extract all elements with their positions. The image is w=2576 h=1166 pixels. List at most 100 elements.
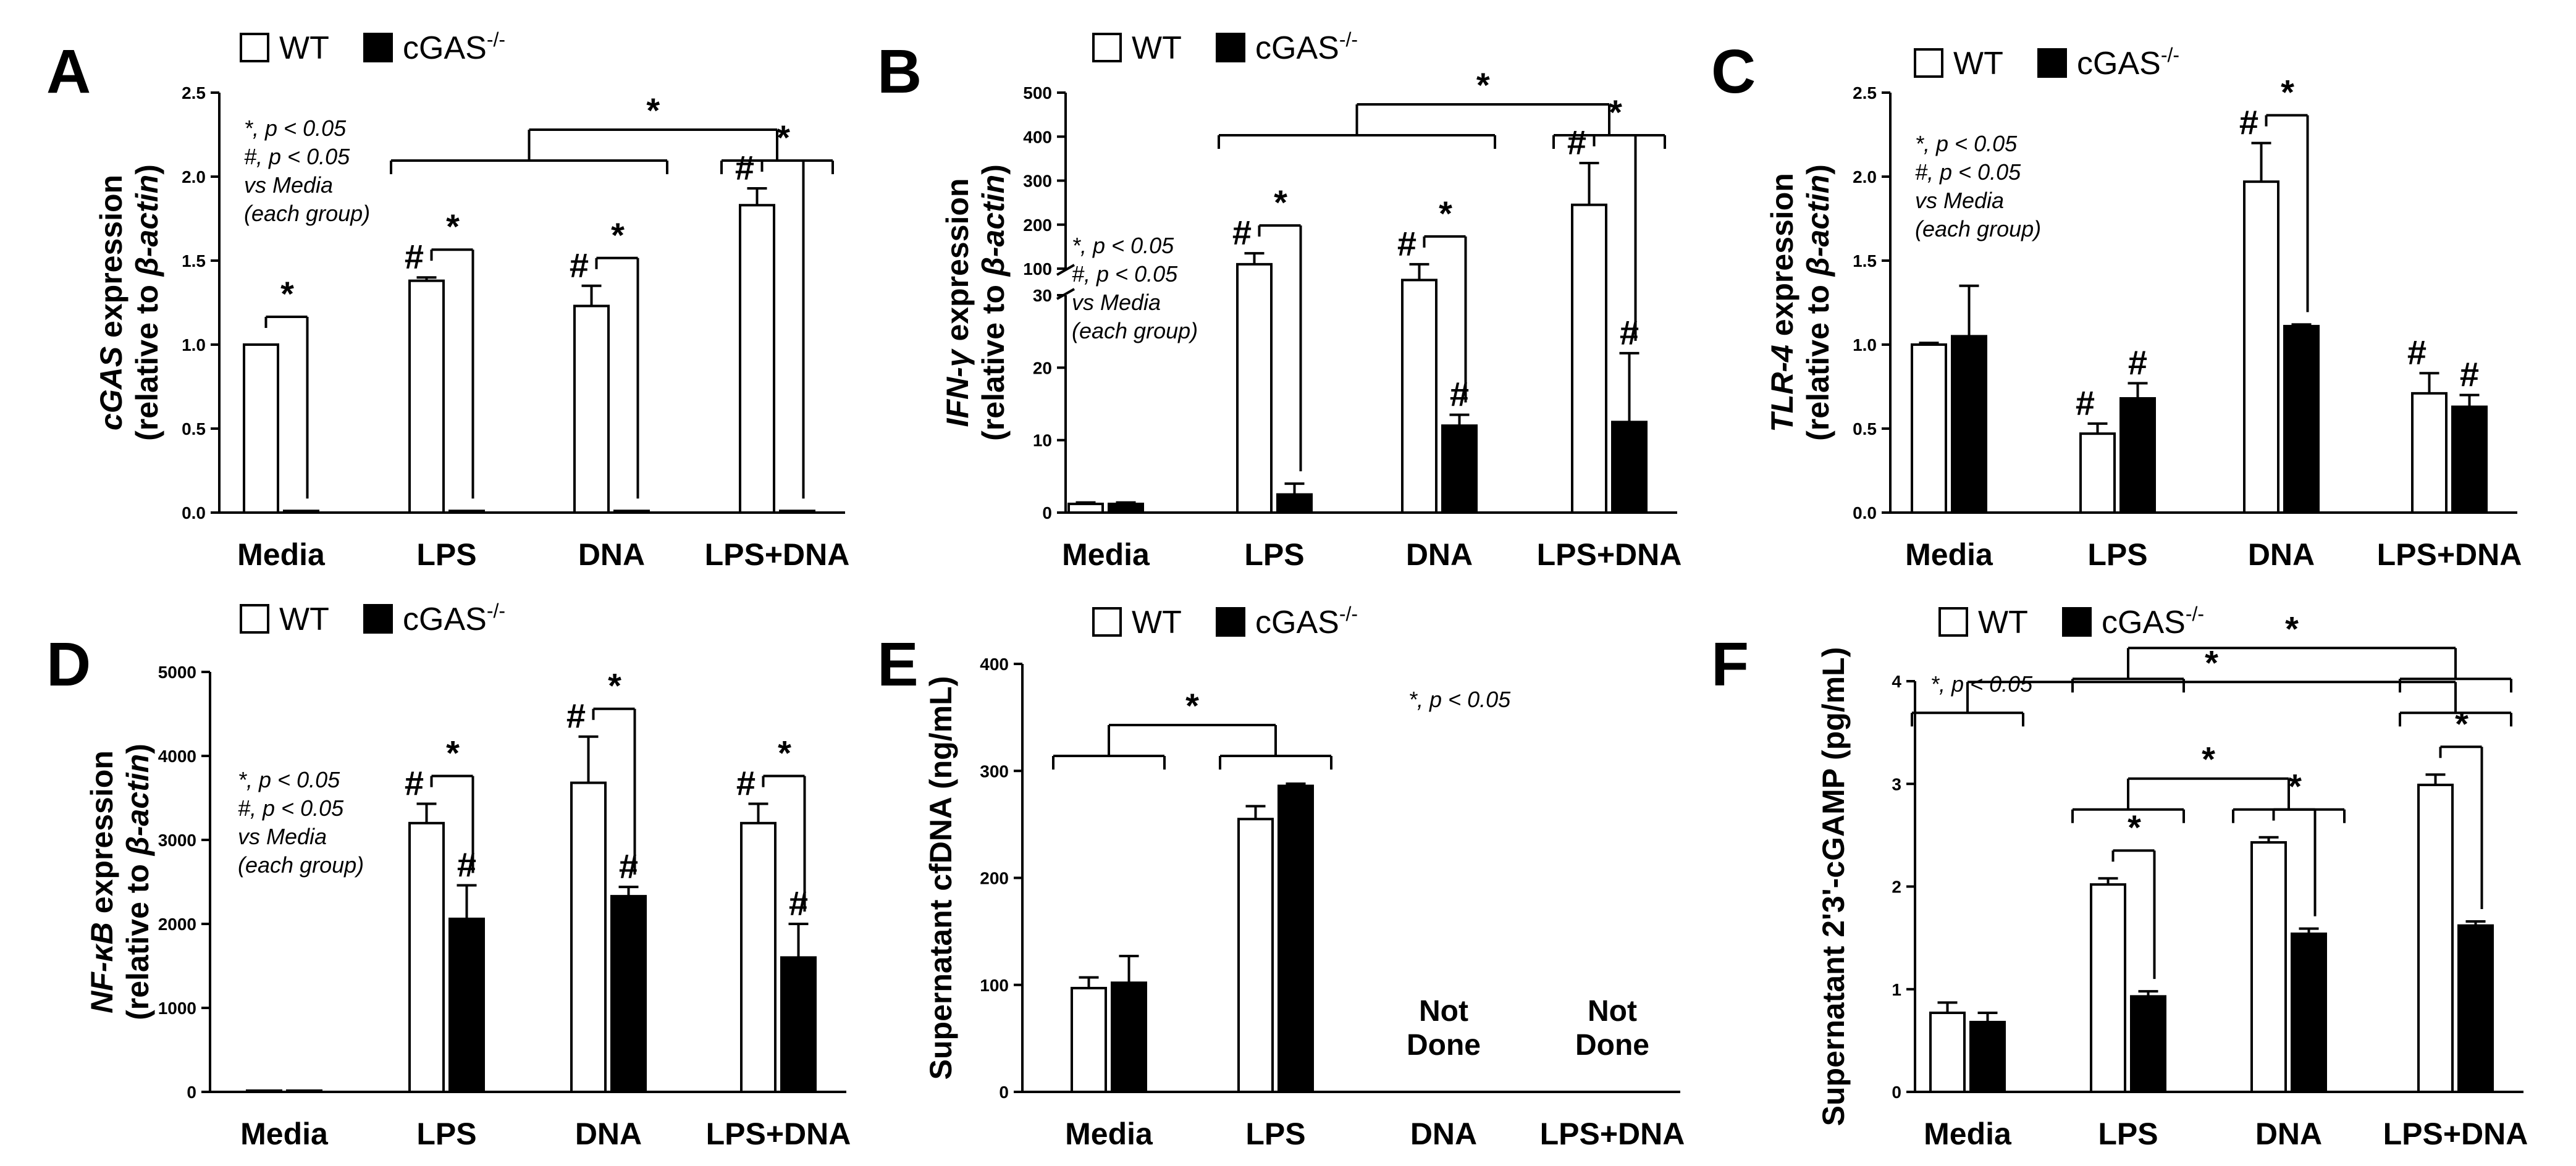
bar-cgas-ko	[283, 510, 319, 514]
significance-star: *	[280, 274, 294, 313]
y-axis-label: TLR-4 expression(relative to β-actin)	[1765, 164, 1835, 441]
significance-hash: #	[405, 764, 424, 803]
y-axis-label: cGAS expression(relative to β-actin)	[94, 164, 164, 441]
bar-wt	[1911, 343, 1947, 514]
y-axis-label: Supernatant 2'3'-cGAMP (pg/mL)	[1816, 647, 1851, 1126]
bar-wt	[408, 279, 445, 514]
bar-cgas-ko	[1276, 493, 1313, 514]
panel-label: F	[1711, 630, 1749, 699]
bar-wt	[2243, 180, 2279, 514]
y-axis-label-line2: Supernatant cfDNA (ng/mL)	[924, 676, 958, 1080]
bar-cgas-ko	[2119, 397, 2156, 514]
significance-hash: #	[1397, 224, 1416, 263]
panel-label: B	[877, 37, 922, 106]
category-label: Media	[1924, 1117, 2012, 1151]
category-label: DNA	[1406, 537, 1473, 572]
category-label: LPS+DNA	[2377, 537, 2522, 572]
significance-hash: #	[736, 764, 756, 803]
significance-star: *	[1476, 65, 1490, 104]
significance-star: *	[778, 734, 791, 773]
bar-cgas-ko	[1969, 1020, 2006, 1093]
y-tick-label: 2.5	[1853, 83, 1877, 103]
significance-star: *	[2205, 643, 2218, 682]
bar-wt	[2411, 392, 2448, 514]
legend: WT cGAS-/-	[1092, 28, 1358, 66]
significance-star: *	[2128, 808, 2141, 847]
panel-f: 0 1 2 3 4 Media LPS DNA LPS+DNA Supernatant 2'3'-…	[1711, 603, 2528, 1151]
significance-star: *	[2455, 704, 2469, 743]
bar-wt	[243, 343, 279, 514]
panel-label: A	[46, 37, 91, 106]
bar-cgas-ko	[1611, 421, 1648, 514]
legend-label-wt: WT	[1953, 46, 2003, 82]
y-axis-label-line1: cGAS expression	[94, 175, 128, 430]
bar-wt	[739, 204, 775, 514]
y-tick-label: 400	[1023, 127, 1052, 146]
significance-hash: #	[566, 697, 586, 736]
stat-note: *, p < 0.05	[1408, 687, 1511, 712]
y-axis-label-line2: Supernatant 2'3'-cGAMP (pg/mL)	[1816, 647, 1851, 1126]
bar-wt	[1401, 279, 1437, 514]
category-label: DNA	[2248, 537, 2315, 572]
significance-star: *	[646, 91, 660, 130]
category-label: LPS	[2087, 537, 2147, 572]
significance-hash: #	[405, 237, 424, 276]
legend-label-wt: WT	[1132, 605, 1182, 640]
legend-swatch-ko	[363, 33, 393, 62]
y-axis-label: Supernatant cfDNA (ng/mL)	[924, 676, 958, 1080]
category-label: LPS+DNA	[2383, 1117, 2528, 1151]
y-tick-label: 300	[980, 761, 1009, 781]
significance-star: *	[1439, 194, 1452, 233]
y-tick-label: 200	[1023, 216, 1052, 235]
stat-note: *, p < 0.05	[244, 115, 347, 141]
panel-label: E	[877, 630, 919, 699]
bar-wt	[1236, 262, 1273, 514]
legend-label-wt: WT	[1978, 605, 2028, 640]
y-tick-label: 1.0	[182, 335, 206, 354]
y-tick-label: 4	[1892, 672, 1901, 691]
panel-label: C	[1711, 37, 1756, 106]
legend-label-ko: cGAS-/-	[2102, 603, 2204, 640]
y-axis-label-line1: IFN-γ expression	[940, 178, 975, 427]
significance-star: *	[611, 216, 625, 254]
legend-swatch-wt	[240, 604, 269, 634]
category-label: DNA	[1410, 1117, 1477, 1151]
y-axis-label-line2: (relative to β-actin)	[976, 164, 1011, 441]
stat-note: #, p < 0.05	[1072, 261, 1178, 287]
legend-swatch-wt	[1938, 607, 1968, 637]
y-tick-label: 1000	[158, 999, 196, 1018]
panel-d: 0 1000 2000 3000 4000 5000 Media LPS DNA LPS+DNA N…	[46, 600, 851, 1151]
significance-star: *	[1609, 93, 1622, 132]
stat-note: #, p < 0.05	[238, 795, 344, 821]
legend-swatch-ko	[363, 604, 393, 634]
stat-note: vs Media	[1072, 290, 1161, 315]
y-tick-label: 2.0	[1853, 167, 1877, 187]
category-label: Media	[240, 1117, 329, 1151]
bar-wt	[2417, 783, 2454, 1093]
significance-hash: #	[1232, 213, 1252, 252]
legend-swatch-wt	[240, 33, 269, 62]
y-tick-label: 20	[1033, 358, 1052, 377]
not-done-label: Not	[1419, 995, 1468, 1028]
y-tick-label: 100	[980, 976, 1009, 995]
y-tick-label: 0.0	[1853, 503, 1877, 522]
y-tick-label: 2	[1892, 878, 1901, 897]
stat-note: (each group)	[244, 201, 370, 226]
y-tick-label: 5000	[158, 663, 196, 682]
y-tick-label: 400	[980, 655, 1009, 674]
bar-wt	[740, 821, 777, 1094]
category-label: DNA	[578, 537, 645, 572]
stat-note: #, p < 0.05	[244, 144, 350, 169]
legend-label-ko: cGAS-/-	[403, 28, 505, 66]
bar-cgas-ko	[1108, 502, 1144, 514]
bar-cgas-ko	[1441, 424, 1478, 514]
legend-label-wt: WT	[1132, 30, 1182, 66]
y-axis-label-line1: TLR-4 expression	[1765, 173, 1799, 432]
stat-note: (each group)	[238, 852, 364, 878]
panel-b: 0 10 20 30 100 200 300 400 500 Media LPS DNA LPS+DNA…	[877, 28, 1682, 572]
bar-wt	[2090, 883, 2126, 1094]
category-label: LPS	[1245, 1117, 1305, 1151]
y-tick-label: 2.5	[182, 83, 206, 103]
significance-hash: #	[570, 246, 589, 285]
